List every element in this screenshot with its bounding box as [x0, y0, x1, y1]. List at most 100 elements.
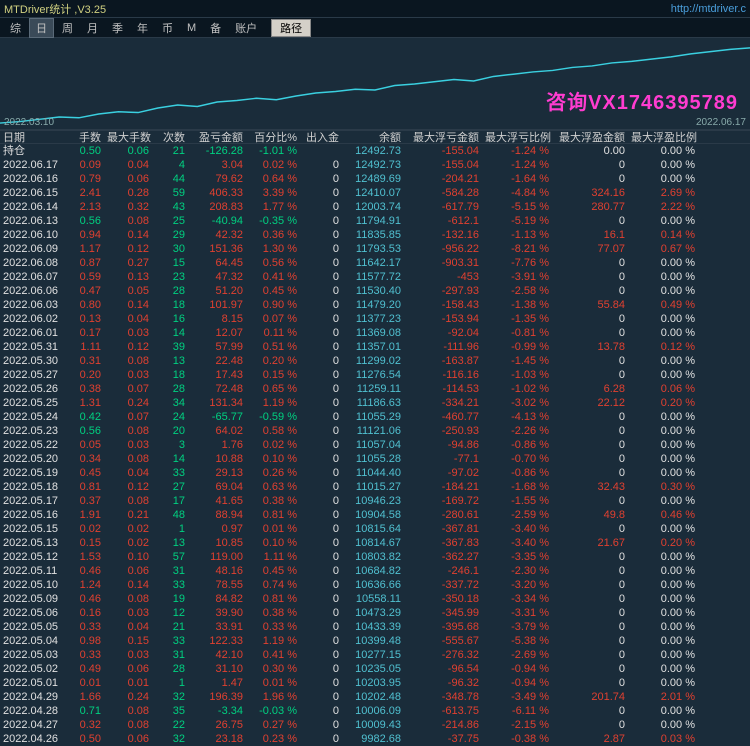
cell: 0.45: [64, 466, 104, 480]
table-row[interactable]: 2022.05.220.050.0331.760.02 %011057.04-9…: [0, 438, 750, 452]
cell: -92.04: [404, 326, 482, 340]
cell: 41.65: [188, 494, 246, 508]
cell: 0: [300, 676, 342, 690]
path-button[interactable]: 路径: [271, 19, 311, 37]
cell: 57.99: [188, 340, 246, 354]
toolbar-item[interactable]: 周: [56, 19, 79, 37]
table-row[interactable]: 2022.06.070.590.132347.320.41 %011577.72…: [0, 270, 750, 284]
toolbar-item[interactable]: 综: [4, 19, 27, 37]
cell: 2022.06.09: [0, 242, 64, 256]
table-row[interactable]: 2022.05.300.310.081322.480.20 %011299.02…: [0, 354, 750, 368]
cell: 2.13: [64, 200, 104, 214]
cell: 0: [552, 256, 628, 270]
cell: 0.01: [104, 676, 152, 690]
col-header: 最大浮盈金额: [552, 131, 628, 143]
cell: 0: [300, 424, 342, 438]
cell: -1.01 %: [246, 144, 300, 158]
table-row[interactable]: 2022.05.311.110.123957.990.51 %011357.01…: [0, 340, 750, 354]
cell: 0.06: [104, 172, 152, 186]
cell: 0: [552, 172, 628, 186]
cell: 0: [552, 592, 628, 606]
table-row[interactable]: 2022.05.150.020.0210.970.01 %010815.64-3…: [0, 522, 750, 536]
cell: 0: [552, 578, 628, 592]
table-row[interactable]: 2022.05.260.380.072872.480.65 %011259.11…: [0, 382, 750, 396]
table-row[interactable]: 2022.04.260.500.063223.180.23 %09982.68-…: [0, 732, 750, 746]
cell: 0: [552, 662, 628, 676]
app-url[interactable]: http://mtdriver.c: [671, 3, 746, 15]
table-row[interactable]: 2022.05.251.310.2434131.341.19 %011186.6…: [0, 396, 750, 410]
table-row[interactable]: 2022.05.030.330.033142.100.41 %010277.15…: [0, 648, 750, 662]
table-row[interactable]: 2022.05.200.340.081410.880.10 %011055.28…: [0, 452, 750, 466]
toolbar-item[interactable]: 币: [156, 19, 179, 37]
toolbar-item[interactable]: M: [181, 21, 202, 35]
table-row[interactable]: 2022.04.291.660.2432196.391.96 %010202.4…: [0, 690, 750, 704]
table-row[interactable]: 2022.06.100.940.142942.320.36 %011835.85…: [0, 228, 750, 242]
cell: 8.15: [188, 312, 246, 326]
cell: 0.06: [104, 564, 152, 578]
table-row[interactable]: 2022.06.010.170.031412.070.11 %011369.08…: [0, 326, 750, 340]
table-row[interactable]: 2022.06.030.800.1418101.970.90 %011479.2…: [0, 298, 750, 312]
cell: -4.84 %: [482, 186, 552, 200]
cell: 0.33: [64, 648, 104, 662]
table-row[interactable]: 2022.04.280.710.0835-3.34-0.03 %010006.0…: [0, 704, 750, 718]
cell: 31.10: [188, 662, 246, 676]
table-row[interactable]: 2022.05.190.450.043329.130.26 %011044.40…: [0, 466, 750, 480]
table-row[interactable]: 2022.06.091.170.1230151.361.30 %011793.5…: [0, 242, 750, 256]
table-row[interactable]: 2022.06.060.470.052851.200.45 %011530.40…: [0, 284, 750, 298]
cell: 1.66: [64, 690, 104, 704]
table-row[interactable]: 2022.05.040.980.1533122.331.19 %010399.4…: [0, 634, 750, 648]
table-row[interactable]: 2022.05.110.460.063148.160.45 %010684.82…: [0, 564, 750, 578]
cell: 2.22 %: [628, 200, 698, 214]
table-row[interactable]: 2022.05.010.010.0111.470.01 %010203.95-9…: [0, 676, 750, 690]
table-row[interactable]: 2022.06.080.870.271564.450.56 %011642.17…: [0, 256, 750, 270]
cell: 0: [552, 634, 628, 648]
cell: 2022.05.12: [0, 550, 64, 564]
table-row[interactable]: 2022.05.020.490.062831.100.30 %010235.05…: [0, 662, 750, 676]
table-row[interactable]: 2022.06.142.130.3243208.831.77 %012003.7…: [0, 200, 750, 214]
cell: 29.13: [188, 466, 246, 480]
cell: 0.06: [104, 144, 152, 158]
toolbar-item[interactable]: 年: [131, 19, 154, 37]
table-row[interactable]: 2022.05.170.370.081741.650.38 %010946.23…: [0, 494, 750, 508]
table-row[interactable]: 2022.05.180.810.122769.040.63 %011015.27…: [0, 480, 750, 494]
table-row[interactable]: 2022.05.270.200.031817.430.15 %011276.54…: [0, 368, 750, 382]
cell: 33: [152, 466, 188, 480]
table-row[interactable]: 2022.05.060.160.031239.900.38 %010473.29…: [0, 606, 750, 620]
cell: -114.53: [404, 382, 482, 396]
toolbar-item[interactable]: 月: [81, 19, 104, 37]
table-row[interactable]: 2022.06.152.410.2859406.333.39 %012410.0…: [0, 186, 750, 200]
cell: 12: [152, 606, 188, 620]
toolbar-item[interactable]: 账户: [229, 19, 263, 37]
cell: -37.75: [404, 732, 482, 746]
table-row[interactable]: 2022.04.270.320.082226.750.27 %010009.43…: [0, 718, 750, 732]
table-row[interactable]: 2022.05.050.330.042133.910.33 %010433.39…: [0, 620, 750, 634]
table-row[interactable]: 2022.05.161.910.214888.940.81 %010904.58…: [0, 508, 750, 522]
table-row[interactable]: 2022.05.230.560.082064.020.58 %011121.06…: [0, 424, 750, 438]
toolbar-item[interactable]: 备: [204, 19, 227, 37]
cell: 0: [300, 592, 342, 606]
table-row[interactable]: 2022.06.020.130.04168.150.07 %011377.23-…: [0, 312, 750, 326]
cell: -1.68 %: [482, 480, 552, 494]
table-row[interactable]: 2022.06.130.560.0825-40.94-0.35 %011794.…: [0, 214, 750, 228]
toolbar-item[interactable]: 季: [106, 19, 129, 37]
cell: 0: [300, 550, 342, 564]
cell: 0.02 %: [246, 438, 300, 452]
cell: -613.75: [404, 704, 482, 718]
table-row[interactable]: 2022.05.101.240.143378.550.74 %010636.66…: [0, 578, 750, 592]
table-row[interactable]: 2022.05.090.460.081984.820.81 %010558.11…: [0, 592, 750, 606]
table-row[interactable]: 2022.05.130.150.021310.850.10 %010814.67…: [0, 536, 750, 550]
cell: 2022.05.23: [0, 424, 64, 438]
table-row[interactable]: 2022.06.170.090.0443.040.02 %012492.73-1…: [0, 158, 750, 172]
cell: -1.24 %: [482, 144, 552, 158]
cell: -617.79: [404, 200, 482, 214]
cell: 0.79: [64, 172, 104, 186]
cell: 0.41 %: [246, 648, 300, 662]
toolbar-item[interactable]: 日: [29, 18, 54, 38]
cell: 16: [152, 312, 188, 326]
cell: 0.00 %: [628, 620, 698, 634]
table-row[interactable]: 2022.06.160.790.064479.620.64 %012489.69…: [0, 172, 750, 186]
table-row[interactable]: 2022.05.240.420.0724-65.77-0.59 %011055.…: [0, 410, 750, 424]
cell: 0.12: [104, 242, 152, 256]
cell: -1.55 %: [482, 494, 552, 508]
table-row[interactable]: 2022.05.121.530.1057119.001.11 %010803.8…: [0, 550, 750, 564]
